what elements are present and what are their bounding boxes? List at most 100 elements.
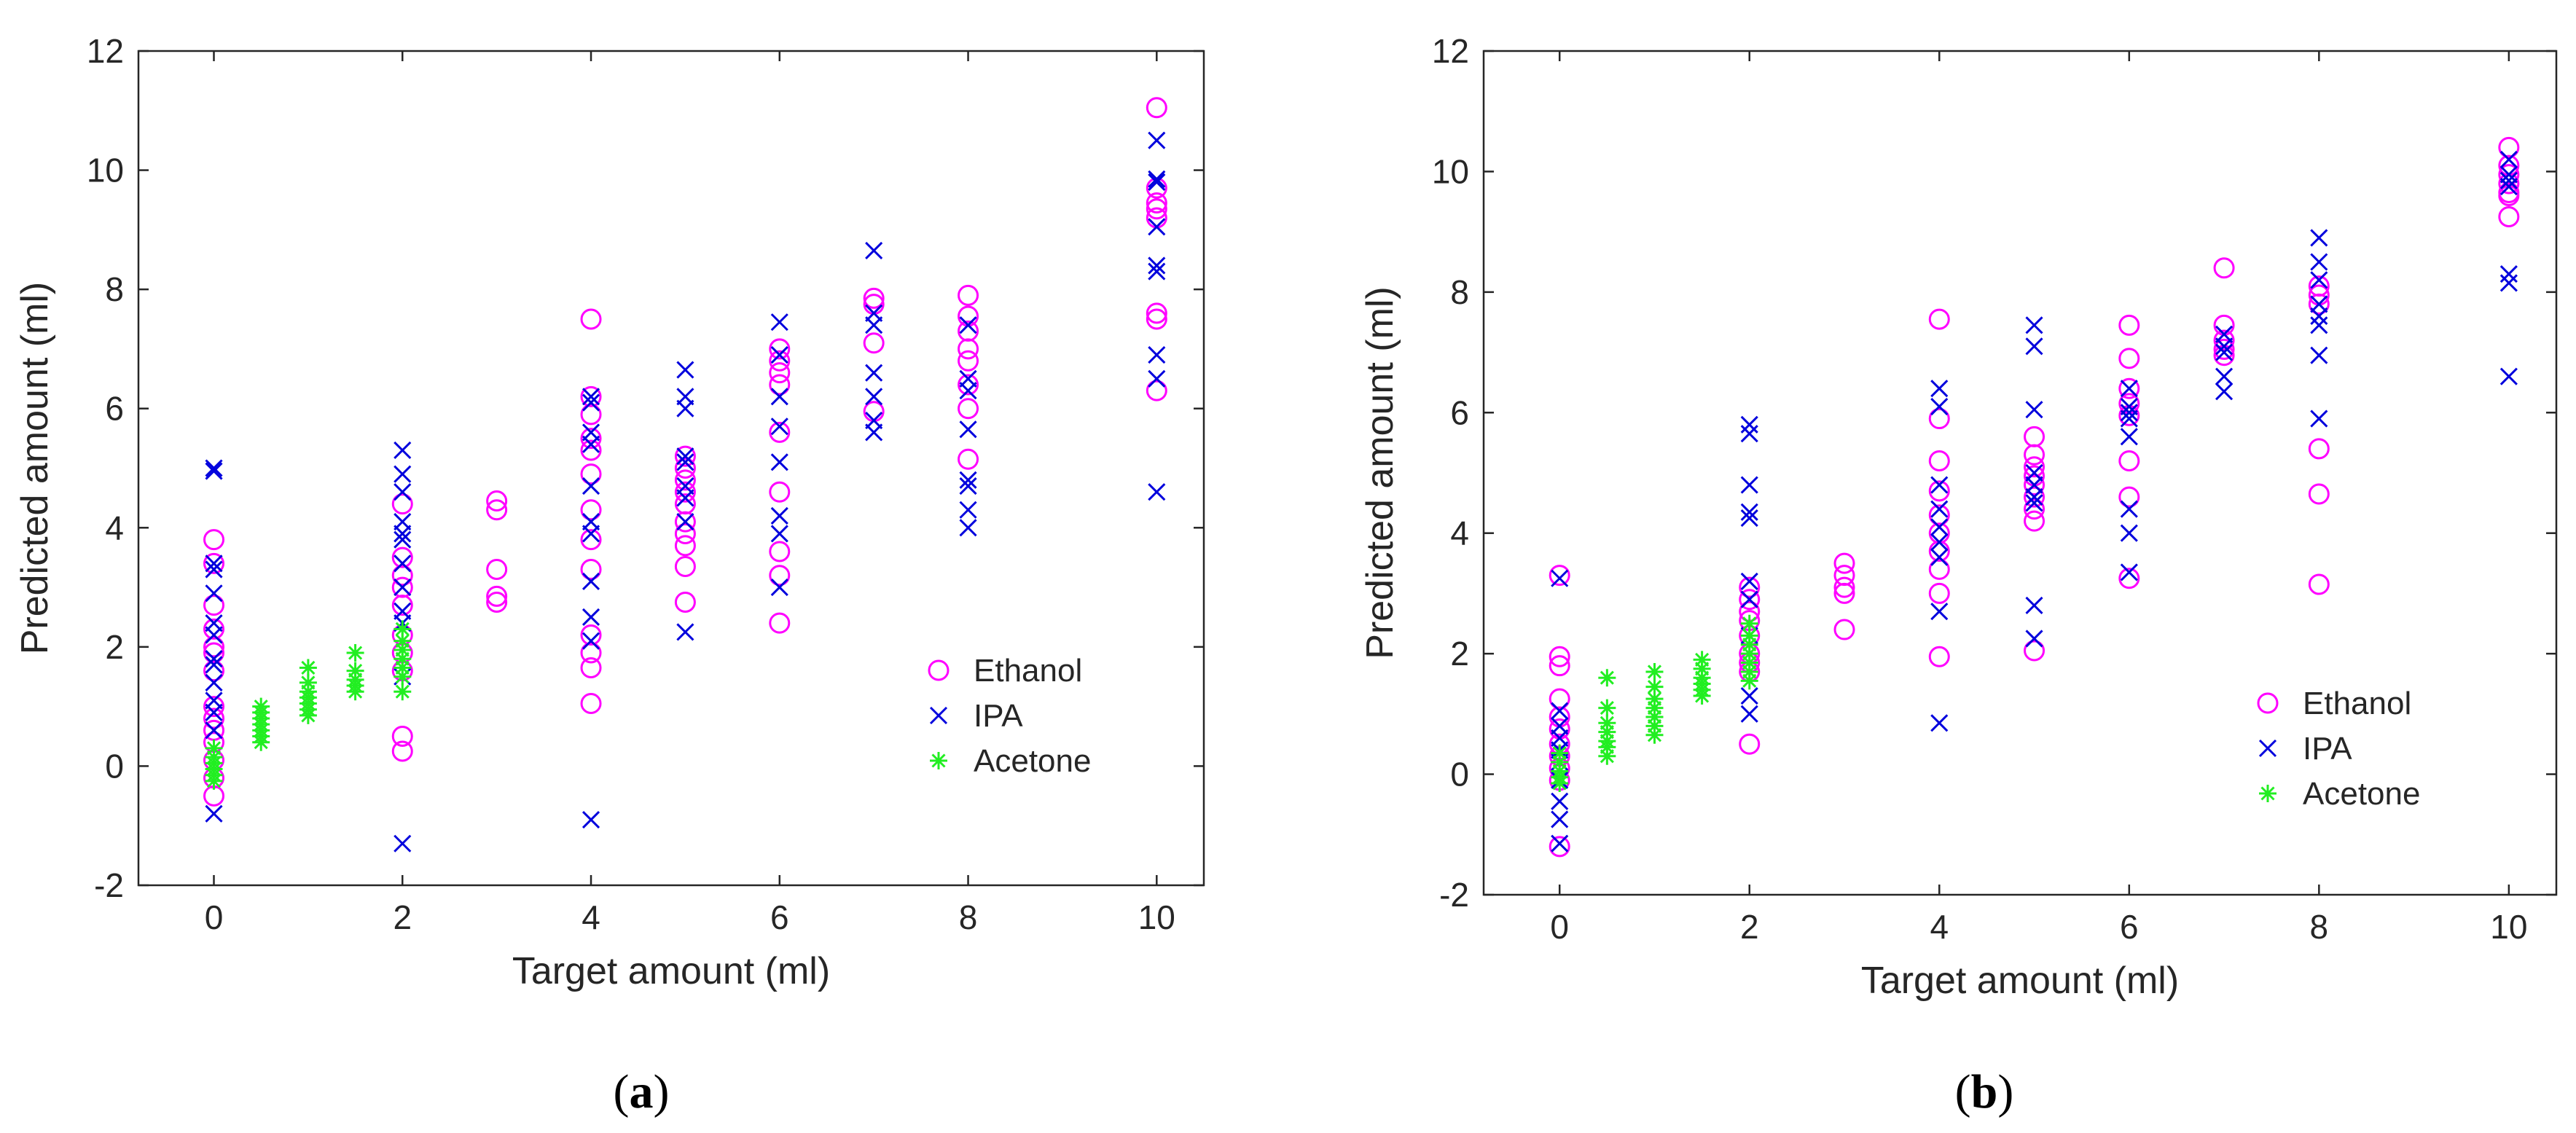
legend-label: Acetone [2303,776,2420,812]
data-point [2499,178,2518,196]
y-tick-label: 10 [1432,152,1469,190]
data-point [2499,171,2518,189]
data-point [2308,438,2330,460]
data-point [205,626,223,644]
data-point [2499,150,2518,168]
data-point [1598,699,1616,717]
x-tick-label: 0 [205,898,224,936]
data-point [391,726,413,748]
data-point [582,393,600,412]
data-point [205,772,223,790]
x-tick-label: 0 [1550,908,1569,946]
plot-area [1482,50,2558,896]
panel-label-part: ) [1997,1065,2013,1118]
data-point [205,560,223,579]
data-point [2310,271,2328,289]
y-tick-label: 10 [87,152,124,189]
data-point [959,477,977,495]
data-point [770,388,788,406]
data-point [1740,476,1758,494]
data-point [1146,302,1167,324]
y-tick-label: 4 [1450,514,1469,552]
data-point [958,284,979,306]
data-point [394,834,412,852]
data-point [1928,646,1950,667]
data-point [394,554,412,573]
data-point [1928,582,1950,604]
data-point [2024,444,2045,466]
data-point [582,608,600,627]
data-point [346,662,364,680]
data-point [1930,714,1949,732]
data-point [205,584,223,603]
data-point [1645,662,1664,681]
data-point [2499,367,2518,385]
data-point [958,350,979,372]
data-point [959,519,977,537]
data-point [676,453,694,471]
data-point [2025,401,2043,419]
series-ethanol [1549,136,2520,858]
data-point [1645,699,1664,717]
data-point [1645,726,1664,744]
data-point [865,364,883,382]
data-point [2310,316,2328,334]
x-axis-title: Target amount (ml) [1861,960,2179,1002]
series-ipa [205,131,1166,852]
data-point [770,346,788,364]
data-point [958,338,979,360]
data-point [486,585,508,607]
data-point [582,810,600,829]
data-point [1598,714,1616,732]
data-point [582,477,600,495]
data-point [865,241,883,260]
legend-label: IPA [2303,731,2352,767]
data-point [205,804,223,823]
legend-label: Ethanol [974,653,1082,689]
data-point [1598,723,1616,741]
data-point [1551,569,1569,587]
data-point [674,555,696,577]
data-point [1148,346,1166,364]
data-point [2310,409,2328,428]
data-point [2308,293,2330,315]
data-point [582,435,600,453]
data-point [203,707,225,729]
panel-label-part: b [1971,1065,1998,1118]
data-point [391,565,413,587]
data-point [1740,425,1758,443]
data-point [959,316,977,334]
data-point [1739,576,1761,598]
data-point [2215,337,2234,356]
data-point [1146,308,1167,330]
x-tick-label: 2 [393,898,412,936]
data-point [1146,97,1167,119]
data-point [2118,377,2140,399]
data-point [769,362,791,384]
legend-label: Acetone [974,743,1091,779]
data-point [1930,548,1949,566]
data-point [676,513,694,531]
data-point [1740,614,1758,632]
data-point [346,683,364,701]
data-point [2499,274,2518,292]
legend-marker [2257,692,2279,714]
data-point [394,525,412,543]
legend-label: IPA [974,698,1023,734]
chart-b: 0 2 4 6 8 10 -2 0 2 4 6 8 10 12 Target amount (ml) Pred… [1359,32,2558,1118]
data-point [1928,308,1950,330]
data-point [203,696,225,718]
data-point [1928,480,1950,502]
data-point [391,595,413,616]
data-point [394,640,412,659]
data-point [1551,810,1569,828]
data-point [769,421,791,443]
data-point [863,287,885,309]
data-point [2215,343,2234,361]
panel-label-part: ) [654,1065,670,1118]
data-point [2120,404,2138,422]
data-point [2024,640,2045,662]
y-tick-label: -2 [94,866,124,904]
data-point [1551,792,1569,810]
data-point [1930,603,1949,621]
